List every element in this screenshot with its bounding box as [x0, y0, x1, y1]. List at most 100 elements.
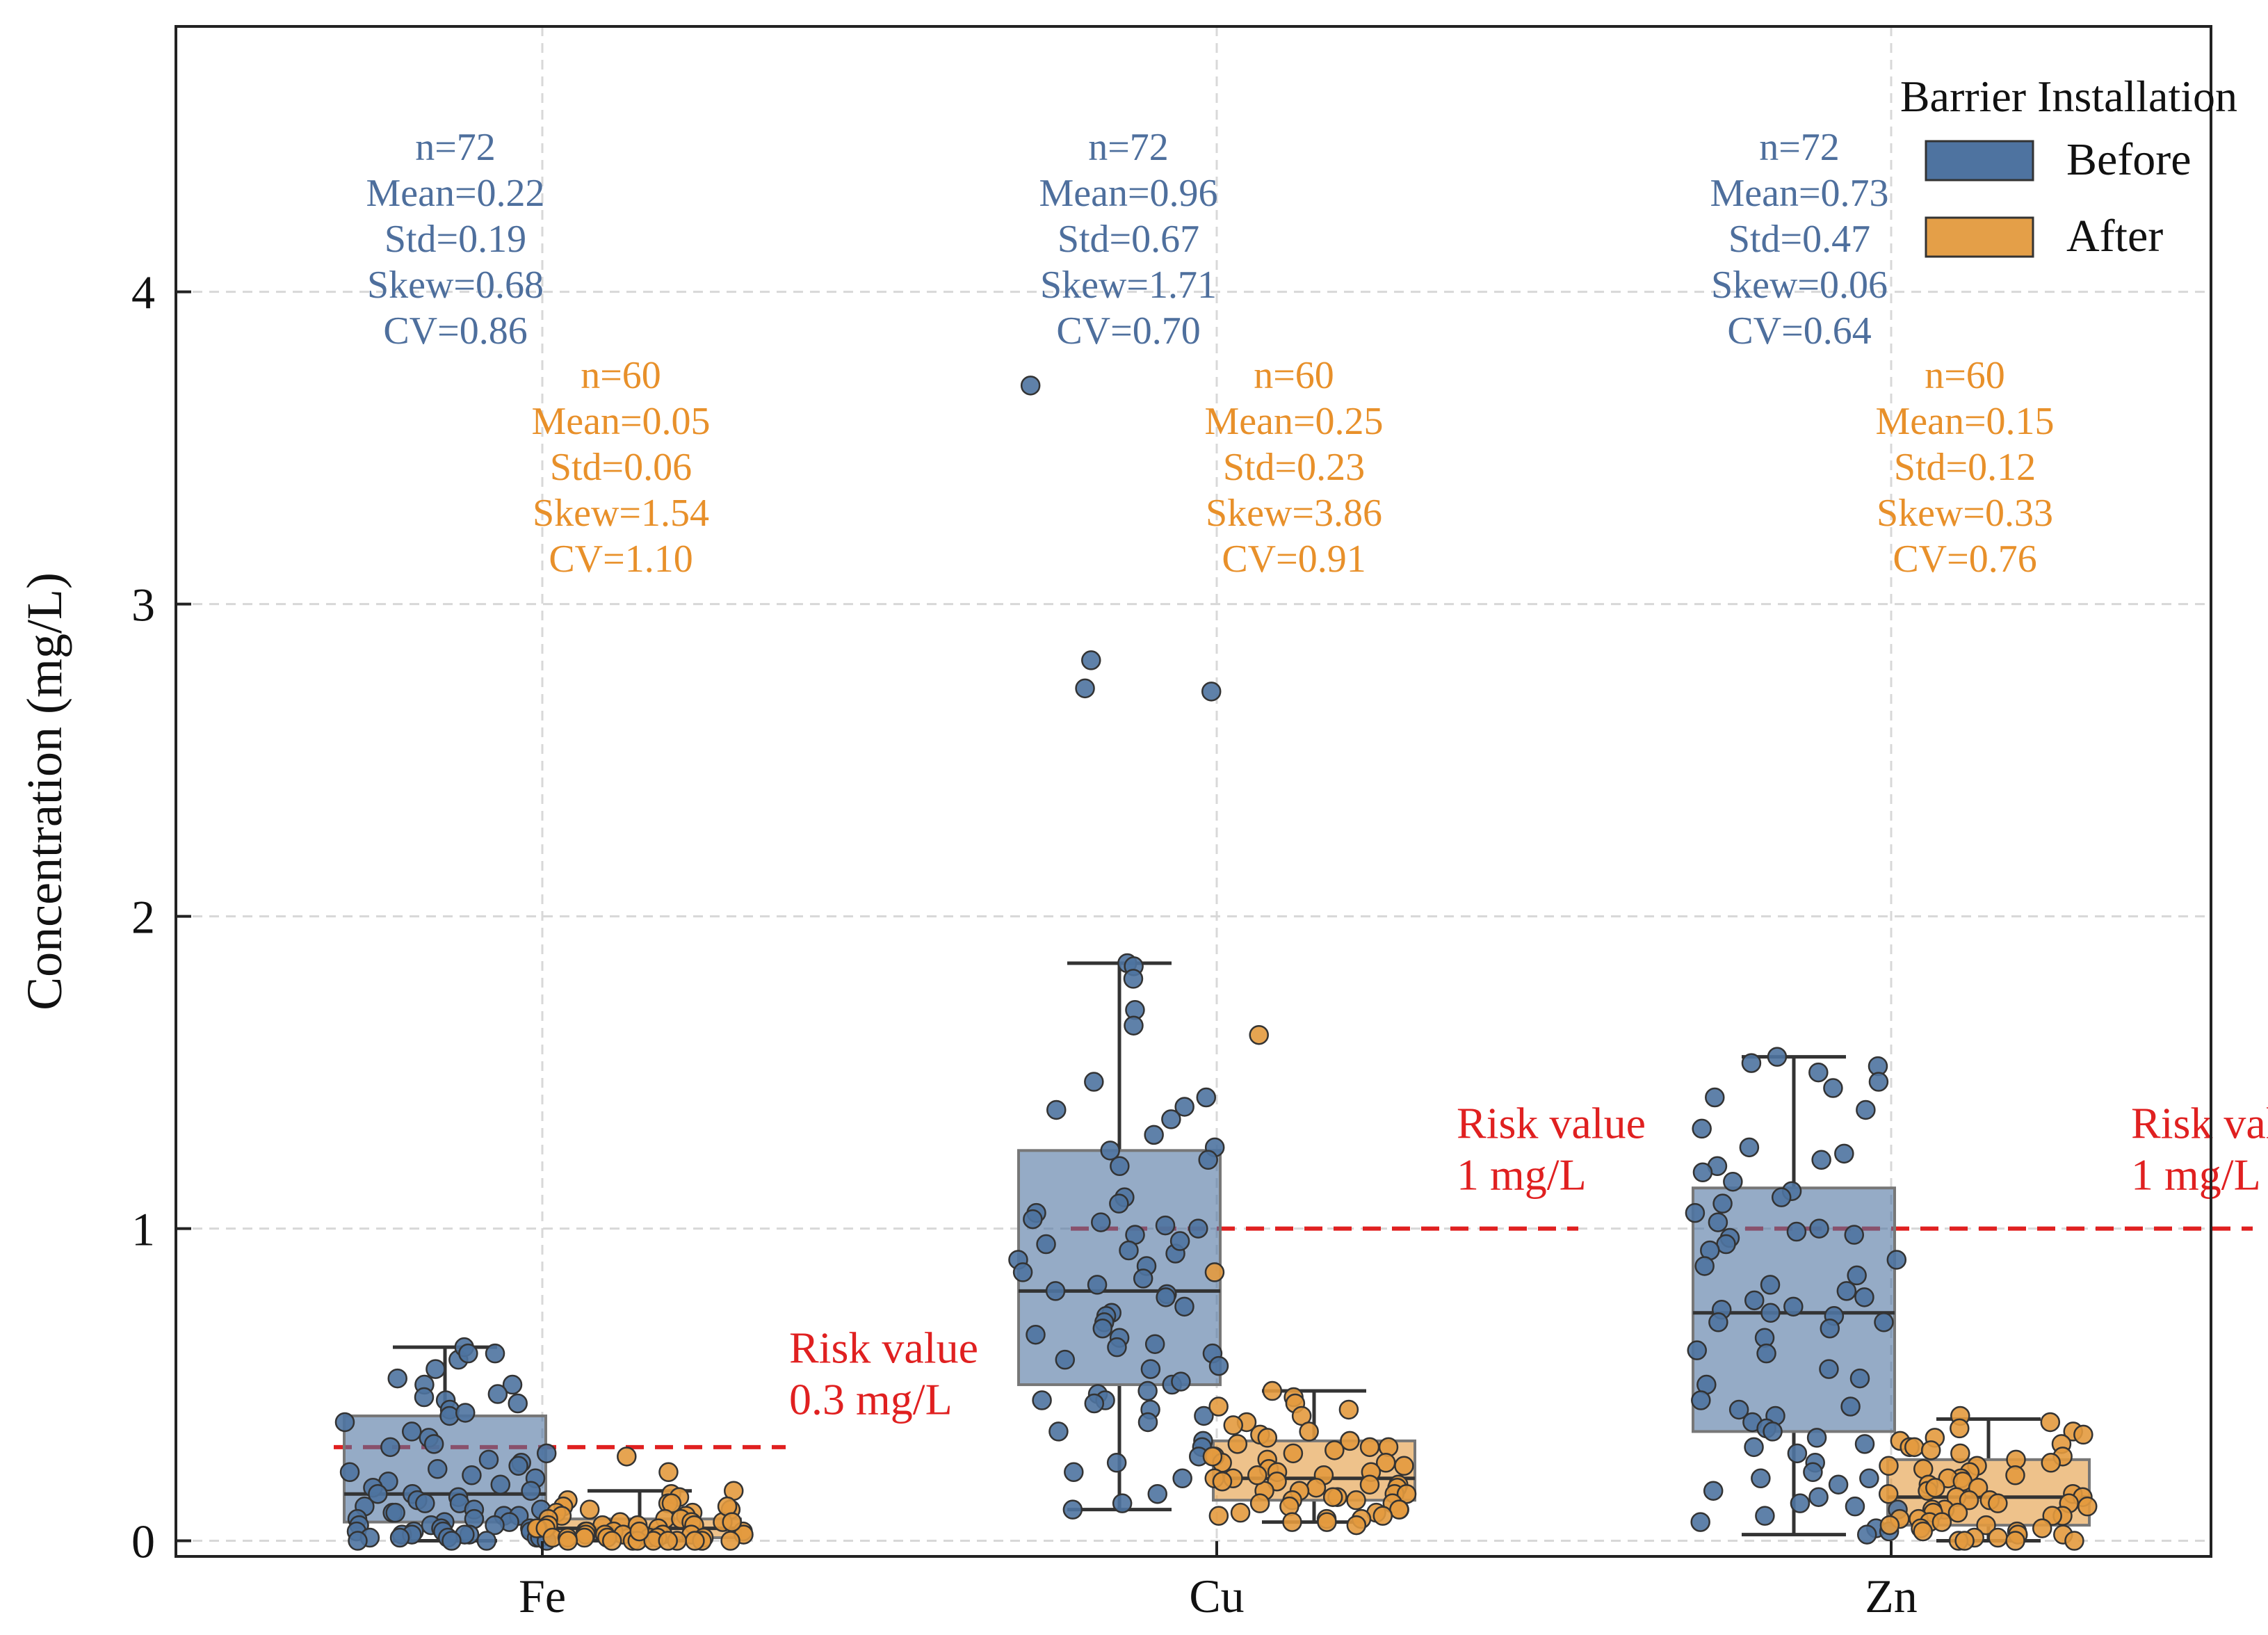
data-point [1691, 1390, 1711, 1410]
stat-line: n=60 [1925, 354, 2005, 397]
data-point [1803, 1462, 1823, 1483]
stat-line: Skew=0.33 [1877, 492, 2053, 535]
data-point [1171, 1371, 1191, 1392]
data-point [1144, 1125, 1164, 1145]
data-point [1023, 1209, 1043, 1230]
data-point [1046, 1100, 1067, 1120]
data-point [1346, 1515, 1367, 1536]
risk-label-line1: Risk value [2131, 1098, 2268, 1147]
data-point [1820, 1318, 1840, 1339]
data-point [2005, 1531, 2025, 1551]
stat-line: Mean=0.05 [531, 400, 710, 443]
data-point [1823, 1078, 1843, 1098]
data-point [1947, 1502, 1968, 1523]
data-point [485, 1343, 505, 1364]
data-point [1257, 1428, 1278, 1448]
data-point [1147, 1483, 1167, 1504]
data-point [348, 1531, 368, 1551]
data-point [1223, 1415, 1244, 1435]
stat-line: n=72 [1088, 126, 1169, 169]
data-point [1249, 1024, 1269, 1045]
legend: Barrier Installation Before After [1900, 72, 2237, 261]
points-group [334, 376, 2098, 1551]
data-point [1124, 1015, 1144, 1036]
data-point [1874, 1312, 1894, 1332]
data-point [1878, 1483, 1899, 1504]
data-point [1087, 1275, 1108, 1295]
stat-line: Mean=0.25 [1204, 400, 1383, 443]
x-tick-label: Zn [1865, 1570, 1918, 1622]
data-point [1306, 1477, 1327, 1498]
data-point [1708, 1312, 1728, 1332]
data-point [1950, 1443, 1970, 1464]
legend-label-after: After [2066, 211, 2163, 261]
data-point [1904, 1437, 1925, 1458]
data-point [1808, 1062, 1829, 1083]
data-point [1161, 1109, 1181, 1129]
data-point [1091, 1212, 1111, 1232]
stat-line: Skew=0.68 [367, 264, 544, 307]
data-point [1856, 1100, 1876, 1120]
data-point [1723, 1171, 1743, 1192]
data-point [1230, 1502, 1251, 1523]
data-point [1032, 1390, 1052, 1410]
data-point [1144, 1334, 1165, 1354]
y-tick-label: 0 [131, 1515, 155, 1568]
legend-label-before: Before [2066, 134, 2192, 185]
data-point [423, 1434, 444, 1454]
data-point [720, 1531, 740, 1551]
data-point [1808, 1487, 1829, 1507]
stats-before-fe: n=72 Mean=0.22 Std=0.19 Skew=0.68 CV=0.86 [366, 126, 544, 353]
data-point [1283, 1443, 1304, 1464]
data-point [1685, 1202, 1706, 1223]
data-point [1744, 1290, 1765, 1311]
data-point [1959, 1490, 1979, 1511]
points-after-fe [526, 1447, 754, 1551]
data-point [1854, 1287, 1874, 1307]
data-point [1194, 1406, 1214, 1426]
data-point [1741, 1053, 1762, 1073]
data-point [1045, 1281, 1066, 1301]
data-point [1196, 1087, 1217, 1108]
data-point [601, 1531, 622, 1551]
data-point [1828, 1474, 1849, 1495]
data-point [1208, 1506, 1229, 1526]
stat-line: Std=0.47 [1728, 218, 1870, 261]
data-point [1712, 1193, 1733, 1214]
data-point [1767, 1047, 1788, 1067]
data-point [1692, 1118, 1712, 1139]
data-point [1931, 1512, 1952, 1532]
data-point [1819, 1359, 1839, 1379]
data-point [1109, 1193, 1129, 1214]
data-point [1760, 1303, 1781, 1323]
points-after-cu [1202, 1024, 1417, 1536]
data-point [1708, 1212, 1728, 1232]
data-point [485, 1515, 505, 1536]
risk-label-line2: 1 mg/L [2131, 1150, 2261, 1199]
data-point [2041, 1453, 2061, 1473]
data-point [1790, 1493, 1811, 1513]
data-point [1262, 1380, 1283, 1401]
stat-line: CV=0.70 [1056, 309, 1200, 353]
data-point [1783, 1296, 1804, 1317]
stat-line: Skew=1.71 [1040, 264, 1217, 307]
data-point [1868, 1072, 1889, 1092]
data-point [339, 1462, 360, 1483]
data-point [1859, 1468, 1879, 1489]
data-point [1112, 1493, 1133, 1513]
y-tick-label: 2 [131, 891, 155, 944]
data-point [1155, 1215, 1176, 1236]
data-point [1394, 1456, 1414, 1476]
data-point [1787, 1443, 1808, 1464]
stat-line: n=60 [1254, 354, 1334, 397]
data-point [1950, 1418, 1970, 1439]
data-point [415, 1493, 435, 1513]
plot-frame [175, 25, 2212, 1558]
data-point [617, 1447, 637, 1467]
data-point [1169, 1231, 1190, 1251]
data-point [1202, 1447, 1223, 1467]
data-point [1786, 1221, 1807, 1242]
data-point [442, 1531, 462, 1551]
